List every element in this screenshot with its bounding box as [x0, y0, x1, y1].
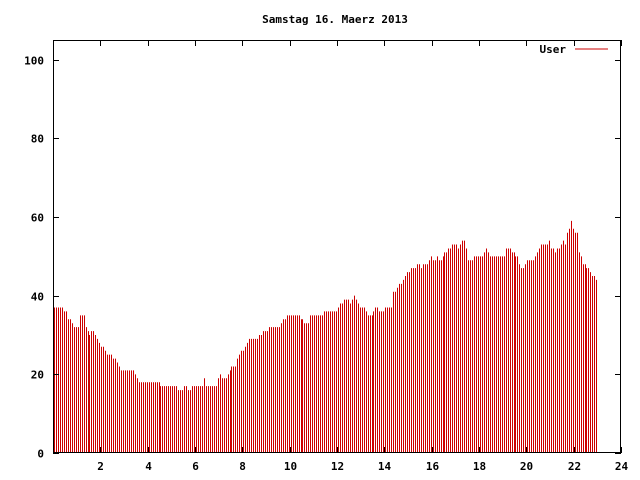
- bar-series-user: [54, 220, 597, 453]
- x-tick-label: 12: [331, 460, 344, 473]
- x-tick-label: 4: [145, 460, 152, 473]
- y-tick-label: 100: [24, 55, 44, 68]
- x-tick-label: 20: [520, 460, 533, 473]
- y-tick-label: 80: [31, 133, 44, 146]
- y-tick-label: 60: [31, 212, 44, 225]
- y-tick-label: 40: [31, 291, 44, 304]
- x-tick-label: 16: [426, 460, 440, 473]
- chart-title: Samstag 16. Maerz 2013: [262, 13, 408, 26]
- legend: User: [540, 43, 608, 56]
- x-tick-label: 14: [378, 460, 392, 473]
- x-tick-label: 8: [239, 460, 246, 473]
- legend-label-user: User: [540, 43, 567, 56]
- x-tick-label: 2: [97, 460, 104, 473]
- x-tick-label: 22: [568, 460, 581, 473]
- x-tick-label: 24: [615, 460, 629, 473]
- x-tick-label: 18: [473, 460, 486, 473]
- y-tick-label: 0: [37, 448, 44, 461]
- x-tick-label: 10: [284, 460, 297, 473]
- x-tick-label: 6: [192, 460, 199, 473]
- y-tick-label: 20: [31, 369, 44, 382]
